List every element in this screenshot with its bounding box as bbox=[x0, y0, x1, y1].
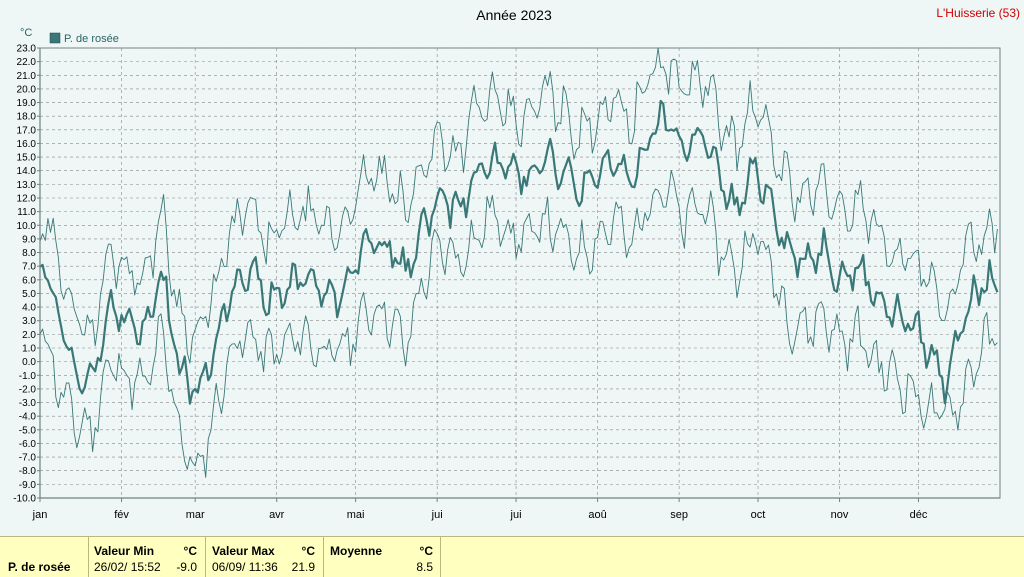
y-tick-label: -10.0 bbox=[13, 494, 36, 505]
y-tick-label: -9.0 bbox=[19, 480, 37, 491]
y-tick-label: 21.0 bbox=[17, 71, 37, 82]
series-lines bbox=[39, 47, 999, 478]
stats-max-label: Valeur Max bbox=[212, 544, 275, 558]
x-tick-label-11: déc bbox=[910, 509, 928, 521]
x-tick-label-6: jui bbox=[510, 509, 522, 521]
y-tick-label: 9.0 bbox=[22, 234, 36, 245]
y-tick-label: -1.0 bbox=[19, 371, 37, 382]
y-tick-label: 4.0 bbox=[22, 303, 36, 314]
stats-max-value: 21.9 bbox=[291, 560, 315, 574]
stats-mean-label: Moyenne bbox=[330, 544, 383, 558]
y-tick-label: -8.0 bbox=[19, 466, 37, 477]
y-tick-label: -2.0 bbox=[19, 384, 37, 395]
y-tick-label: 10.0 bbox=[17, 221, 37, 232]
y-tick-label: 15.0 bbox=[17, 153, 37, 164]
y-tick-label: 13.0 bbox=[17, 180, 37, 191]
stats-min-label: Valeur Min bbox=[94, 544, 155, 558]
x-tick-label-9: oct bbox=[751, 509, 766, 521]
series-mean-line bbox=[39, 99, 999, 405]
stats-mean-value: 8.5 bbox=[416, 560, 433, 574]
x-tick-label-4: mai bbox=[347, 509, 365, 521]
y-axis-unit: °C bbox=[20, 27, 32, 39]
x-tick-label-1: fév bbox=[114, 509, 129, 521]
stats-max-date: 06/09/ 11:36 bbox=[212, 560, 278, 574]
plot-area bbox=[39, 47, 1001, 499]
y-tick-label: 16.0 bbox=[17, 139, 37, 150]
x-tick-label-10: nov bbox=[831, 509, 849, 521]
y-tick-label: 1.0 bbox=[22, 344, 36, 355]
x-tick-label-0: jan bbox=[32, 509, 48, 521]
y-tick-label: -4.0 bbox=[19, 412, 37, 423]
stats-series-cell: P. de rosée bbox=[0, 537, 89, 577]
y-tick-label: 2.0 bbox=[22, 330, 36, 341]
dewpoint-chart: Année 2023 L'Huisserie (53) °C P. de ros… bbox=[13, 6, 1020, 521]
chart-title: Année 2023 bbox=[476, 7, 552, 23]
y-tick-label: 3.0 bbox=[22, 316, 36, 327]
x-tick-label-2: mar bbox=[186, 509, 205, 521]
y-tick-label: -3.0 bbox=[19, 398, 37, 409]
y-tick-label: 14.0 bbox=[17, 166, 37, 177]
y-tick-label: 5.0 bbox=[22, 289, 36, 300]
series-min-line bbox=[39, 169, 998, 478]
y-tick-label: 17.0 bbox=[17, 125, 37, 136]
stats-min-date: 26/02/ 15:52 bbox=[94, 560, 161, 574]
x-tick-label-5: jui bbox=[431, 509, 443, 521]
x-tick-label-3: avr bbox=[269, 509, 285, 521]
y-tick-label: 11.0 bbox=[17, 207, 36, 218]
stats-max-unit: °C bbox=[301, 544, 315, 558]
y-tick-label: -5.0 bbox=[19, 425, 37, 436]
grid-lines bbox=[40, 47, 1000, 499]
y-tick-label: 18.0 bbox=[17, 112, 37, 123]
legend-label: P. de rosée bbox=[64, 33, 119, 45]
y-tick-label: -6.0 bbox=[19, 439, 37, 450]
y-tick-label: 8.0 bbox=[22, 248, 36, 259]
series-max-line bbox=[39, 47, 998, 364]
stats-mean-cell: Moyenne °C 8.5 bbox=[324, 537, 441, 577]
y-tick-label: 20.0 bbox=[17, 84, 37, 95]
y-tick-label: 12.0 bbox=[17, 194, 37, 205]
stats-min-cell: Valeur Min °C 26/02/ 15:52 -9.0 bbox=[89, 537, 206, 577]
y-tick-label: 19.0 bbox=[17, 98, 37, 109]
stats-max-cell: Valeur Max °C 06/09/ 11:36 21.9 bbox=[206, 537, 324, 577]
stats-mean-unit: °C bbox=[419, 544, 433, 558]
y-tick-label: -7.0 bbox=[19, 453, 37, 464]
y-tick-label: 23.0 bbox=[17, 44, 37, 55]
stats-series-label: P. de rosée bbox=[8, 560, 71, 574]
y-axis-ticks: 23.0 22.0 21.0 20.0 19.0 18.0 17.0 16.0 15.0 14.0… bbox=[13, 44, 40, 505]
y-tick-label: 0.0 bbox=[22, 357, 36, 368]
stats-min-unit: °C bbox=[183, 544, 197, 558]
stats-panel: P. de rosée Valeur Min °C 26/02/ 15:52 -… bbox=[0, 536, 1024, 577]
station-name: L'Huisserie (53) bbox=[936, 6, 1020, 20]
y-tick-label: 7.0 bbox=[22, 262, 36, 273]
y-tick-label: 22.0 bbox=[17, 57, 37, 68]
x-tick-label-7: aoû bbox=[588, 509, 606, 521]
x-tick-label-8: sep bbox=[670, 509, 688, 521]
stats-min-value: -9.0 bbox=[176, 560, 197, 574]
x-axis-ticks: jan fév mar avr mai jui jui aoû sep oct nov déc bbox=[32, 498, 928, 521]
legend-swatch bbox=[49, 32, 61, 44]
y-tick-label: 6.0 bbox=[22, 275, 36, 286]
